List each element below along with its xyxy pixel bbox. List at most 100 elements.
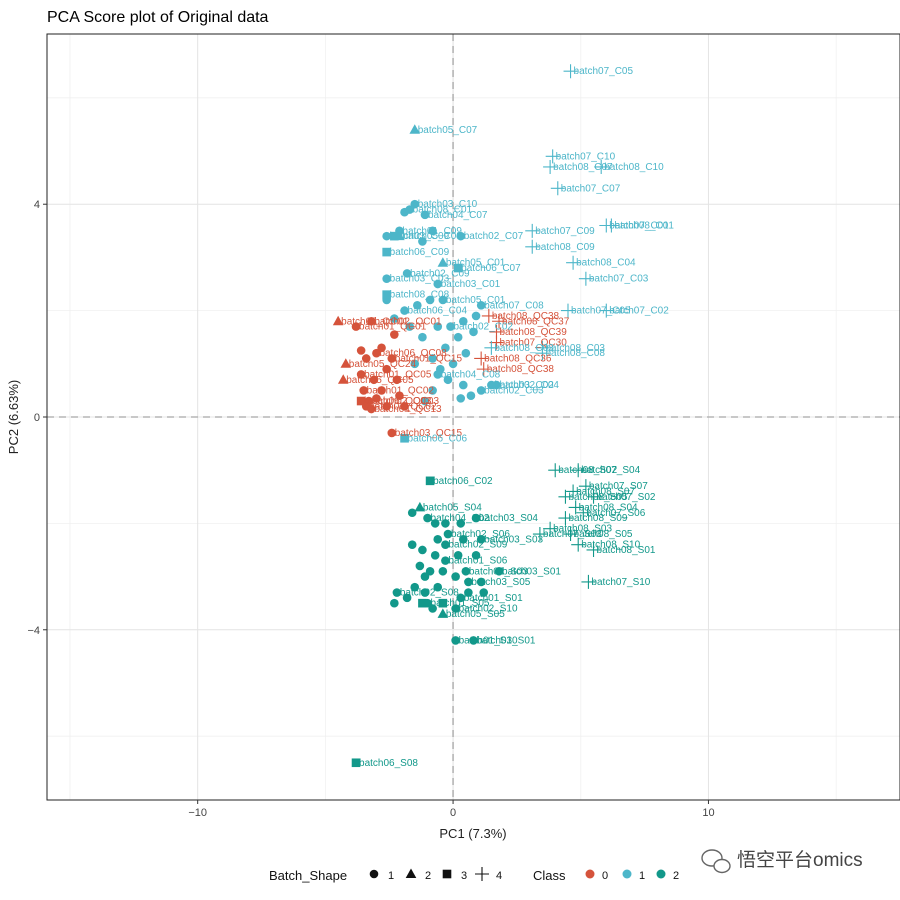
scatter-point: [458, 380, 468, 390]
point-label: batch02_S06: [451, 529, 510, 540]
legend-class-marker: [622, 869, 632, 879]
scatter-point: [437, 608, 449, 618]
point-label: batch03_C10: [418, 199, 478, 210]
scatter-point: [441, 540, 450, 549]
point-label: batch08_QC37: [502, 316, 570, 327]
scatter-point: [377, 343, 386, 353]
scatter-point: [367, 316, 376, 326]
axis-ticks: −10 0 10 −4 0 4: [27, 199, 714, 819]
scatter-point: [576, 505, 591, 520]
point-label: batch08_S04: [579, 502, 638, 513]
scatter-point: [433, 582, 443, 592]
scatter-point: [456, 231, 466, 241]
point-label: batch05_C09: [402, 231, 462, 242]
scatter-point: [550, 181, 565, 196]
point-label: batch01_QC01: [359, 322, 427, 333]
point-label: batch02_S10: [459, 604, 518, 615]
scatter-point: [418, 545, 427, 555]
legend-shape-label: 1: [388, 870, 394, 882]
x-tick-label: 0: [450, 807, 456, 819]
scatter-point: [453, 332, 463, 342]
scatter-point: [420, 588, 430, 597]
scatter-point: [453, 551, 463, 560]
point-label: batch05_QC05: [346, 375, 414, 386]
y-tick-label: 4: [34, 199, 40, 211]
scatter-point: [395, 391, 404, 401]
point-label: batch03_S01: [502, 566, 561, 577]
point-label: batch05_C01: [446, 258, 506, 269]
scatter-point: [390, 231, 399, 241]
x-tick-label: 10: [702, 807, 714, 819]
scatter-point: [387, 354, 397, 363]
legend-shape-label: 3: [461, 870, 467, 882]
scatter-point: [367, 404, 376, 414]
scatter-point: [400, 433, 409, 443]
point-label: batch06_C06: [408, 433, 468, 444]
point-label: batch03_S04: [479, 513, 538, 524]
scatter-point: [458, 316, 468, 326]
point-label: batch02_C02: [454, 322, 514, 333]
point-label: batch08_S05: [574, 529, 633, 540]
legend-shape-marker: [442, 869, 452, 879]
point-label: batch05_QC01: [341, 316, 409, 327]
scatter-point: [410, 199, 420, 209]
point-label: batch02_C04: [499, 380, 559, 391]
scatter-point: [464, 588, 473, 597]
point-labels: batch07_C05batch05_C07batch07_C10batch08…: [341, 66, 674, 769]
scatter-point: [372, 394, 381, 403]
scatter-point: [451, 636, 460, 645]
scatter-point: [571, 537, 586, 552]
unlabeled-points: [356, 207, 489, 613]
scatter-point: [372, 348, 381, 358]
point-label: batch08_QC38: [492, 311, 560, 322]
scatter-point: [332, 315, 344, 326]
scatter-point: [407, 508, 417, 518]
legend-class-marker: [656, 869, 666, 879]
x-tick-label: −10: [188, 807, 207, 819]
point-label: batch08_S03: [553, 524, 612, 535]
scatter-point: [543, 159, 558, 174]
point-label: batch01_QC15: [395, 353, 463, 364]
scatter-point: [548, 463, 563, 478]
point-label: batch02_C07: [464, 231, 524, 242]
legend-class-keys: 0 1 2: [585, 869, 679, 882]
scatter-point: [484, 340, 499, 355]
scatter-point: [382, 402, 391, 411]
legend-class-title: Class: [533, 868, 566, 883]
scatter-point: [428, 604, 437, 613]
scatter-point: [476, 362, 491, 377]
scatter-point: [415, 561, 425, 571]
point-label: batch01_S06: [448, 556, 507, 567]
scatter-point: [479, 588, 489, 597]
scatter-point: [423, 598, 432, 608]
y-axis-label: PC2 (6.63%): [6, 380, 21, 454]
scatter-point: [410, 582, 420, 592]
point-label: batch01_QC02: [367, 385, 435, 396]
point-label: batch07_S07: [589, 481, 648, 492]
point-label: batch01_QC05: [364, 369, 432, 380]
point-label: batch02_C09: [410, 268, 470, 279]
scatter-point: [446, 322, 455, 331]
point-label: batch07_C01: [609, 221, 669, 232]
scatter-point: [382, 364, 391, 374]
point-label: batch06_QC08: [379, 348, 447, 359]
scatter-point: [451, 572, 460, 581]
scatter-point: [387, 428, 397, 438]
scatter-point: [394, 230, 405, 241]
scatter-point: [471, 311, 481, 321]
scatter-point: [443, 529, 453, 539]
scatter-point: [466, 391, 476, 401]
scatter-point: [456, 394, 466, 403]
point-label: batch08_QC39: [499, 327, 567, 338]
point-label: batch03_S05: [471, 577, 530, 588]
scatter-point: [563, 527, 578, 542]
point-label: batch05_S05: [446, 609, 505, 620]
scatter-point: [433, 535, 443, 544]
scatter-point: [405, 322, 414, 331]
point-label: batch02_C03: [484, 385, 544, 396]
scatter-point: [430, 551, 440, 560]
scatter-point: [337, 374, 349, 384]
scatter-point: [545, 149, 560, 164]
scatter-point: [356, 370, 366, 379]
